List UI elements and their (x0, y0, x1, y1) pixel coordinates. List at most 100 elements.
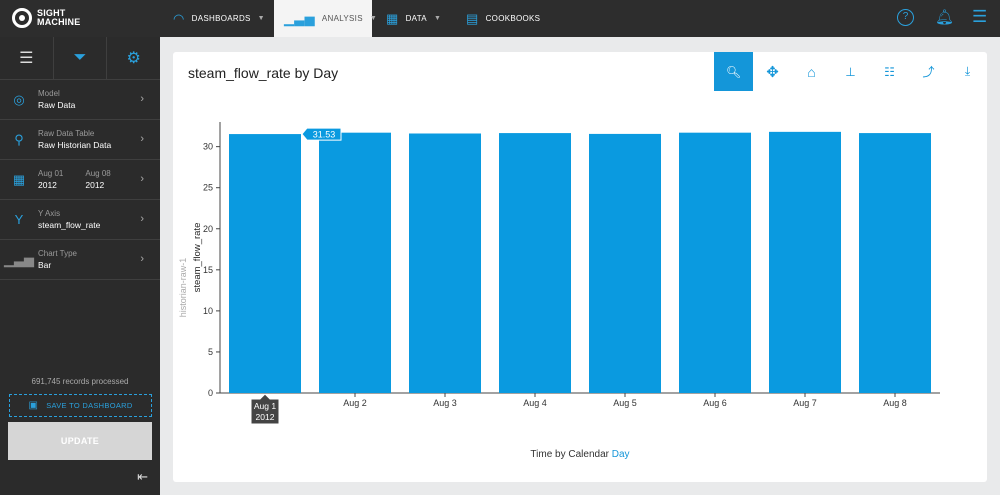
calendar-icon: ▦ (12, 171, 26, 187)
bell-icon[interactable]: 🔔︎ (935, 9, 955, 26)
chevron-down-icon: ▼ (433, 15, 442, 22)
tab-data[interactable]: ▦ DATA ▼ (376, 0, 451, 37)
table-label: Raw Data Table (38, 129, 95, 138)
menu-icon[interactable]: ☰ (972, 7, 988, 26)
x-tick-label: Aug 4 (523, 398, 547, 408)
tab-dashboards-label: DASHBOARDS (191, 14, 251, 23)
hover-value-tooltip (301, 127, 342, 141)
model-value: Raw Data (38, 100, 76, 110)
chart-toolbar: 🔍︎ ✥ ⌂ ⊥ ☷ ⤴ ⤓ (714, 52, 987, 91)
sidebar: ☰ ⏷ ⚙ ◎ Model Raw Data › ⚲ Raw Data Tabl… (0, 37, 160, 495)
logo-text-line1: SIGHT (37, 8, 66, 18)
bar-aug-5[interactable] (589, 133, 661, 393)
x-tick-label: Aug 5 (613, 398, 637, 408)
collapse-sidebar-icon[interactable]: ⇤ (137, 469, 148, 484)
model-label: Model (38, 89, 60, 98)
start-date-year: 2012 (38, 180, 57, 190)
chevron-right-icon: › (140, 253, 144, 265)
yaxis-value: steam_flow_rate (38, 220, 101, 230)
y-tick-label: 25 (203, 183, 213, 193)
x-tick-label: Aug 6 (703, 398, 727, 408)
x-tick-label: Aug 7 (793, 398, 817, 408)
y-tick-label: 30 (203, 142, 213, 152)
hover-x-sublabel: 2012 (256, 412, 275, 422)
save-button-label: SAVE TO DASHBOARD (46, 401, 133, 410)
tab-analysis[interactable]: ▁▃▅ ANALYSIS ▼ (274, 0, 377, 37)
end-date-year: 2012 (85, 180, 105, 190)
x-axis-title-prefix: Time by Calendar (530, 449, 609, 460)
hover-value-label: 31.53 (313, 130, 336, 140)
y-axis-subtitle: historian-raw-1 (178, 258, 188, 318)
save-icon: ▣ (28, 400, 39, 411)
save-to-dashboard-button[interactable]: ▣ SAVE TO DASHBOARD (9, 394, 152, 417)
share-icon[interactable]: ⤴ (922, 65, 935, 79)
chart-card: 0 5 10 15 20 25 30 Aug 2 Aug 3 Aug 4 Aug 5 Aug 6 Aug… (173, 52, 987, 482)
bar-aug-1[interactable] (229, 134, 301, 393)
y-axis-title: steam_flow_rate (192, 223, 203, 293)
filter-icon[interactable]: ⏷ (54, 37, 108, 79)
start-date[interactable]: Aug 01 2012 (38, 168, 63, 191)
y-tick-label: 20 (203, 224, 213, 234)
y-tick-label: 5 (208, 347, 213, 357)
chevron-right-icon: › (140, 93, 144, 105)
hover-compare-icon[interactable]: ☷ (884, 64, 895, 79)
chevron-right-icon: › (140, 173, 144, 185)
chevron-right-icon: › (140, 133, 144, 145)
update-button[interactable]: UPDATE (8, 422, 152, 460)
hamburger-icon[interactable]: ☰ (0, 37, 54, 79)
spike-lines-icon[interactable]: ⊥ (845, 64, 856, 79)
sidebar-item-date-range[interactable]: ▦ Aug 01 2012 Aug 08 2012 › (0, 160, 160, 200)
bar-aug-4[interactable] (499, 133, 571, 393)
gauge-icon: ◠ (173, 10, 185, 26)
hover-x-label: Aug 1 (254, 401, 276, 411)
bar-chart[interactable]: 0 5 10 15 20 25 30 Aug 2 Aug 3 Aug 4 Aug 5 Aug 6 Aug… (173, 52, 987, 482)
charttype-value: Bar (38, 260, 52, 270)
bar-aug-6[interactable] (679, 132, 751, 393)
charttype-label: Chart Type (38, 249, 77, 258)
bar-aug-8[interactable] (859, 133, 931, 393)
sight-machine-logo[interactable]: SIGHT MACHINE (12, 8, 80, 28)
records-processed: 691,745 records processed (31, 377, 129, 386)
sidebar-item-raw-data-table[interactable]: ⚲ Raw Data Table Raw Historian Data › (0, 120, 160, 160)
start-date-label: Aug 01 (38, 169, 64, 178)
tab-analysis-label: ANALYSIS (321, 14, 363, 23)
tab-cookbooks[interactable]: ▤ COOKBOOKS (456, 0, 550, 37)
book-icon: ▤ (466, 10, 479, 26)
y-tick-label: 15 (203, 265, 213, 275)
home-icon[interactable]: ⌂ (807, 63, 816, 80)
logo-icon (12, 8, 32, 28)
table-value: Raw Historian Data (38, 140, 112, 150)
hover-x-tooltip (250, 393, 280, 425)
x-tick-label: Aug 8 (883, 398, 907, 408)
bar-aug-3[interactable] (409, 133, 481, 393)
sidebar-item-y-axis[interactable]: Y Y Axis steam_flow_rate › (0, 200, 160, 240)
y-tick-label: 10 (203, 306, 213, 316)
model-icon: ◎ (13, 91, 25, 107)
chevron-down-icon: ▼ (257, 15, 265, 22)
yaxis-label: Y Axis (38, 209, 61, 218)
tab-data-label: DATA (405, 14, 427, 23)
bar-aug-7[interactable] (769, 131, 841, 393)
chart-title: steam_flow_rate by Day (188, 65, 339, 81)
bar-aug-2[interactable] (319, 132, 391, 393)
end-date[interactable]: Aug 08 2012 (85, 168, 110, 191)
sidebar-item-chart-type[interactable]: ▁▃▅ Chart Type Bar › (0, 240, 160, 280)
pan-icon[interactable]: ✥ (766, 63, 779, 81)
logo-text-line2: MACHINE (37, 17, 81, 27)
x-tick-label: Aug 3 (433, 398, 457, 408)
table-icon: ▦ (386, 10, 399, 26)
gear-icon[interactable]: ⚙ (126, 50, 141, 67)
y-tick-label: 0 (208, 388, 213, 398)
x-axis-title-granularity[interactable]: Day (611, 449, 630, 460)
tab-dashboards[interactable]: ◠ DASHBOARDS ▼ (163, 0, 275, 37)
help-icon[interactable]: ? (897, 9, 914, 26)
zoom-icon[interactable]: 🔍︎ (714, 52, 753, 91)
pin-icon: ⚲ (14, 131, 24, 147)
bar-chart-icon: ▁▃▅ (284, 10, 315, 26)
chevron-right-icon: › (140, 213, 144, 225)
tab-cookbooks-label: COOKBOOKS (485, 14, 541, 23)
download-icon[interactable]: ⤓ (964, 64, 971, 78)
sidebar-item-model[interactable]: ◎ Model Raw Data › (0, 80, 160, 120)
end-date-label: Aug 08 (85, 169, 111, 178)
x-tick-label: Aug 2 (343, 398, 367, 408)
